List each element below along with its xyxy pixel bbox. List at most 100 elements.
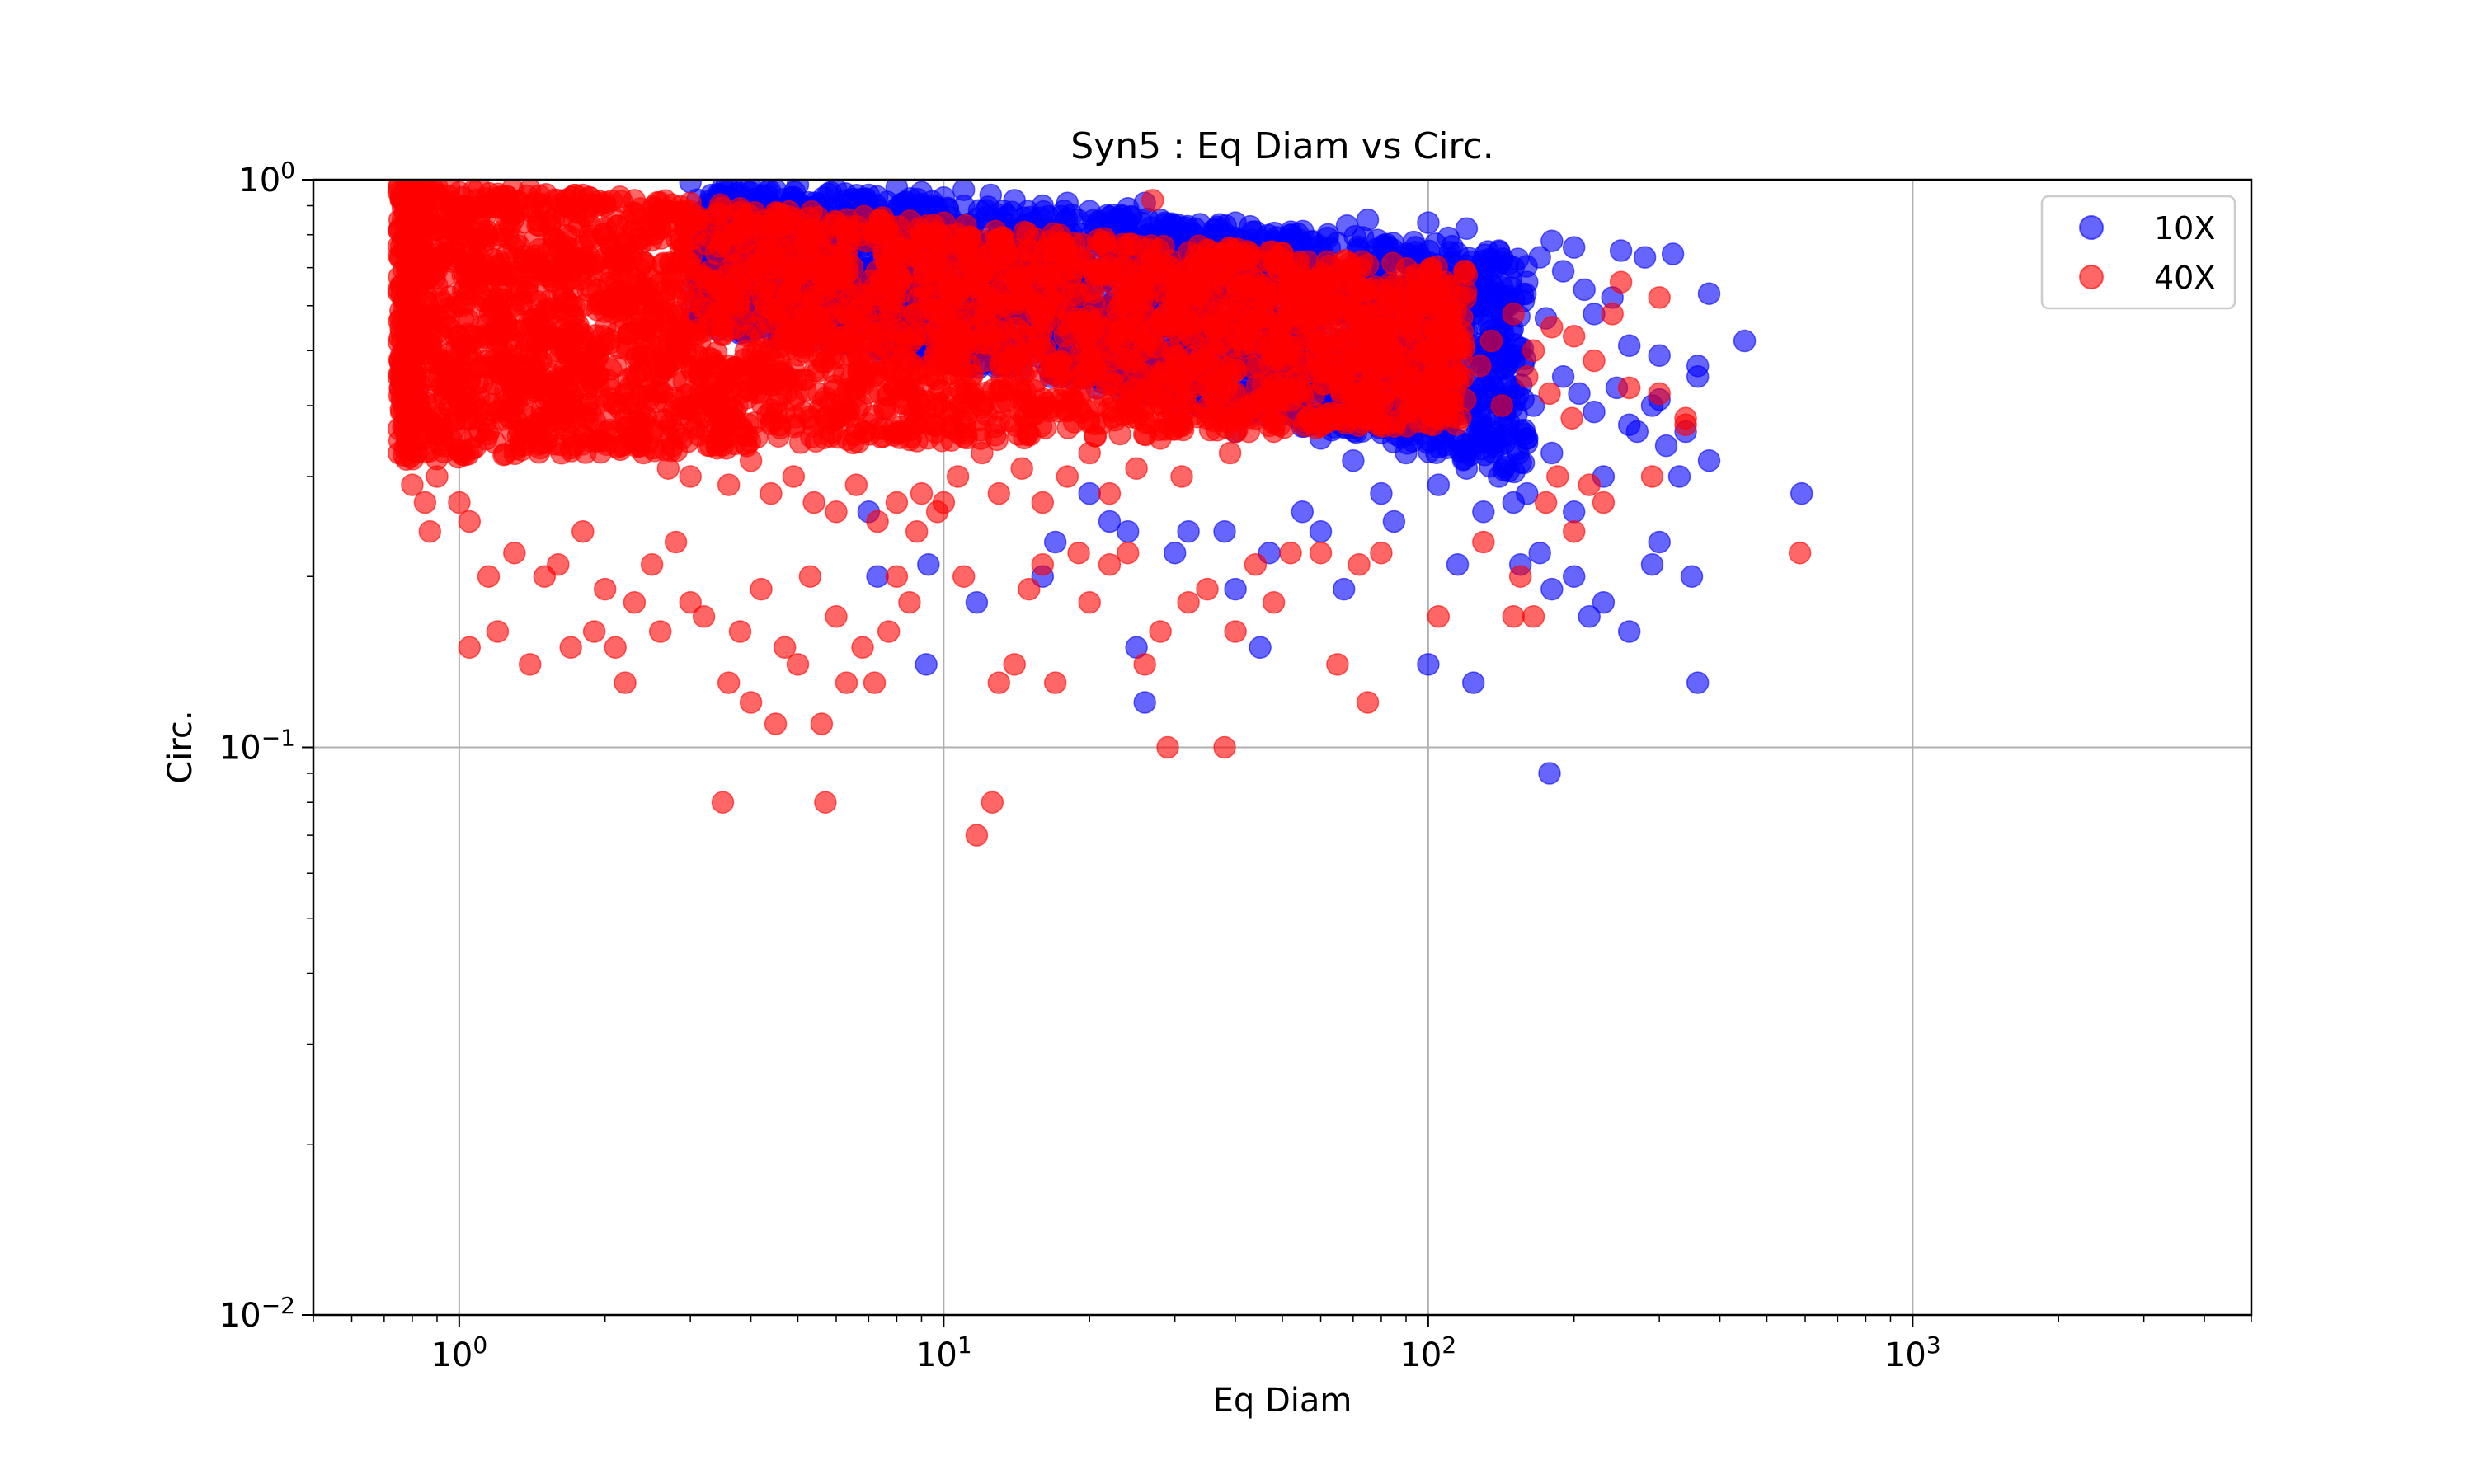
data-point-10x <box>1098 510 1122 533</box>
data-point-10x <box>1551 365 1575 388</box>
data-point-10x <box>786 180 810 196</box>
data-point-10x <box>1427 473 1451 496</box>
data-point-10x <box>1697 282 1721 305</box>
data-point-40x <box>1061 275 1084 299</box>
data-point-10x <box>1516 270 1539 294</box>
data-point-10x <box>1562 236 1586 259</box>
data-point-40x <box>1050 350 1073 373</box>
data-point-40x <box>975 403 999 427</box>
data-point-10x <box>1633 246 1657 269</box>
data-point-40x <box>1068 310 1092 334</box>
data-point-10x <box>1436 436 1459 459</box>
data-point-10x <box>910 181 934 204</box>
data-point-10x <box>1375 232 1398 256</box>
data-point-10x <box>1540 229 1564 253</box>
data-point-10x <box>1528 246 1551 269</box>
data-point-10x <box>1667 465 1691 488</box>
data-point-10x <box>1648 530 1671 554</box>
data-point-10x <box>1342 448 1365 472</box>
data-point-40x <box>424 342 448 365</box>
data-point-10x <box>1697 448 1721 472</box>
data-point-10x <box>1680 565 1704 588</box>
data-point-10x <box>1733 329 1757 353</box>
data-points <box>387 180 1813 847</box>
data-point-10x <box>917 552 940 576</box>
data-point-10x <box>1540 577 1564 601</box>
data-point-10x <box>1316 226 1339 250</box>
data-point-10x <box>1003 189 1026 212</box>
data-point-10x <box>1163 214 1187 237</box>
data-point-10x <box>1482 275 1506 298</box>
data-point-40x <box>1176 308 1199 332</box>
data-point-10x <box>1249 636 1272 660</box>
data-point-10x <box>1031 194 1055 218</box>
data-point-10x <box>1370 481 1393 505</box>
data-point-10x <box>1551 260 1575 283</box>
chart-title: Syn5 : Eq Diam vs Circ. <box>1070 125 1493 167</box>
data-point-10x <box>1335 214 1359 237</box>
data-point-10x <box>1516 427 1539 450</box>
data-point-10x <box>1291 500 1315 524</box>
data-point-10x <box>1578 605 1601 628</box>
data-point-40x <box>456 385 479 408</box>
data-point-10x <box>967 199 991 222</box>
data-point-40x <box>815 275 838 298</box>
data-point-10x <box>1540 441 1564 465</box>
data-point-10x <box>932 186 956 209</box>
data-point-10x <box>1472 500 1495 524</box>
data-point-10x <box>1562 565 1586 588</box>
data-point-10x <box>1213 519 1236 543</box>
data-point-10x <box>1332 577 1356 601</box>
data-point-10x <box>1648 344 1671 368</box>
data-point-10x <box>915 653 938 676</box>
data-point-10x <box>1686 365 1710 388</box>
data-point-10x <box>1522 394 1545 417</box>
data-point-10x <box>1244 220 1268 243</box>
data-point-10x <box>1528 541 1551 565</box>
data-point-10x <box>1512 451 1536 475</box>
data-point-10x <box>1640 552 1664 576</box>
data-point-10x <box>866 565 889 588</box>
data-point-40x <box>913 374 936 398</box>
data-point-10x <box>1516 481 1539 505</box>
data-point-10x <box>1078 481 1101 505</box>
data-point-10x <box>1133 691 1156 714</box>
data-point-10x <box>1686 671 1710 694</box>
data-point-10x <box>1502 256 1526 279</box>
data-point-10x <box>1568 382 1591 406</box>
data-point-10x <box>1609 239 1633 262</box>
data-point-10x <box>1573 278 1596 302</box>
data-point-10x <box>1487 465 1511 488</box>
data-point-10x <box>1592 590 1616 614</box>
data-point-40x <box>1145 336 1169 359</box>
data-point-40x <box>1075 331 1098 355</box>
data-point-10x <box>1382 510 1406 533</box>
data-point-10x <box>1163 541 1187 565</box>
data-point-10x <box>1562 500 1586 524</box>
data-point-10x <box>1078 200 1101 223</box>
data-point-40x <box>1381 251 1404 275</box>
data-point-10x <box>885 180 909 199</box>
data-point-10x <box>1356 208 1380 232</box>
data-point-10x <box>1056 191 1079 214</box>
data-point-10x <box>1098 205 1122 228</box>
data-point-10x <box>857 183 881 207</box>
data-point-10x <box>1475 416 1498 439</box>
data-point-10x <box>1654 434 1678 458</box>
data-point-10x <box>1790 481 1813 505</box>
data-point-40x <box>999 410 1023 433</box>
data-point-10x <box>1461 671 1485 694</box>
data-point-10x <box>1043 530 1067 554</box>
data-point-10x <box>1617 334 1641 358</box>
data-point-10x <box>1309 519 1333 543</box>
data-point-10x <box>1455 217 1479 241</box>
data-point-10x <box>1455 457 1479 480</box>
data-point-10x <box>1417 211 1440 234</box>
data-point-10x <box>1538 762 1561 785</box>
data-point-10x <box>952 180 976 201</box>
data-point-10x <box>1224 577 1247 601</box>
data-point-10x <box>1473 444 1497 467</box>
data-point-10x <box>1417 653 1440 676</box>
data-point-10x <box>1617 620 1641 643</box>
data-point-10x <box>1495 424 1518 448</box>
